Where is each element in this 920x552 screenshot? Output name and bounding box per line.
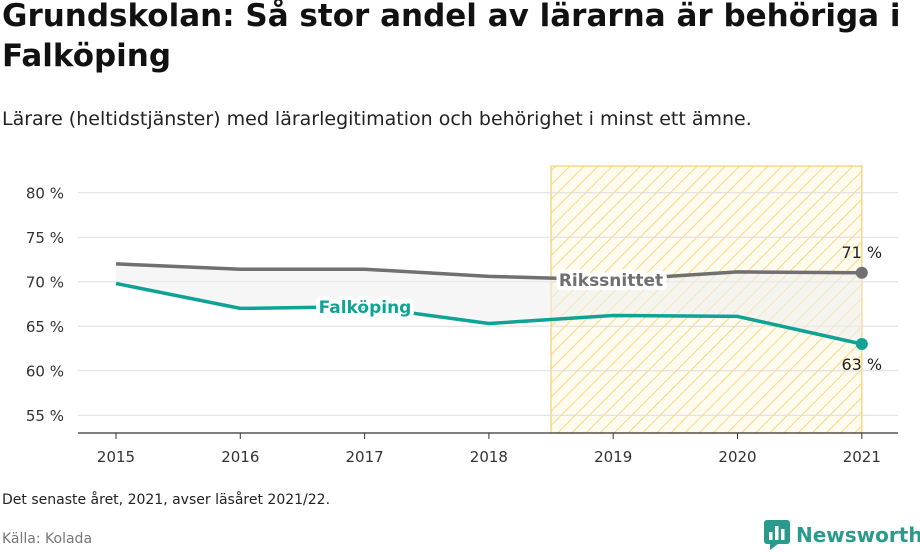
footnote: Det senaste året, 2021, avser läsåret 20… bbox=[2, 492, 331, 508]
rikssnittet-label-halo: Rikssnittet bbox=[559, 271, 663, 291]
chart-title: Grundskolan: Så stor andel av lärarna är… bbox=[2, 0, 901, 74]
falkoping-label: Falköping bbox=[319, 298, 412, 318]
falkoping-end-label: 63 % bbox=[841, 355, 882, 374]
chart-subtitle: Lärare (heltidstjänster) med lärarlegiti… bbox=[2, 108, 752, 130]
y-tick-label: 60 % bbox=[26, 363, 64, 381]
gap-area bbox=[116, 263, 862, 344]
x-tick-label: 2016 bbox=[221, 448, 259, 466]
brand-name: Newsworthy bbox=[796, 523, 920, 547]
bar-chart-logo-icon bbox=[764, 520, 790, 550]
x-tick-label: 2018 bbox=[470, 448, 508, 466]
y-tick-label: 70 % bbox=[26, 274, 64, 292]
x-tick-label: 2021 bbox=[843, 448, 881, 466]
newsworthy-logo[interactable]: Newsworthy bbox=[764, 520, 920, 550]
y-tick-label: 75 % bbox=[26, 229, 64, 247]
falkoping-end-marker bbox=[855, 338, 868, 350]
rikssnittet-end-label: 71 % bbox=[841, 243, 882, 262]
line-chart: 55 % 60 % 65 % 70 % 75 % 80 % 2015 2016 2017 2018… bbox=[26, 165, 898, 466]
rikssnittet-label: Rikssnittet bbox=[559, 271, 663, 291]
falkoping-label-halo: Falköping bbox=[319, 298, 412, 318]
x-tick-label: 2015 bbox=[97, 448, 135, 466]
rikssnittet-end-marker bbox=[855, 266, 868, 279]
x-tick-label: 2019 bbox=[594, 448, 632, 466]
x-tick-label: 2020 bbox=[718, 448, 756, 466]
source-label: Källa: Kolada bbox=[2, 531, 93, 547]
y-tick-label: 65 % bbox=[26, 318, 64, 336]
y-tick-label: 55 % bbox=[26, 407, 64, 425]
x-tick-label: 2017 bbox=[346, 448, 384, 466]
y-tick-label: 80 % bbox=[26, 185, 64, 203]
